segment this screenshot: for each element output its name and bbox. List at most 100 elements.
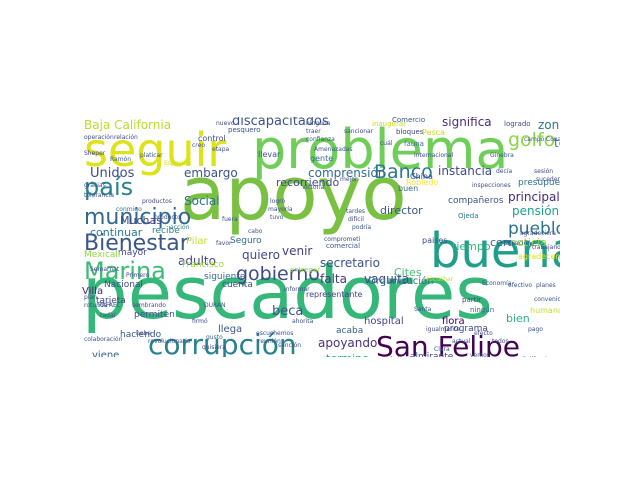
word-viene: viene <box>92 350 120 358</box>
word-dificil: difícil <box>348 216 364 223</box>
word-permiten: permiten <box>134 310 175 320</box>
word-quiero: quiero <box>242 248 280 262</box>
word-discapacitados: discapacitados <box>232 117 329 129</box>
word-decia: decía <box>496 168 513 175</box>
word-nacional: Nacional <box>104 280 143 290</box>
word-duran: DURÁN <box>204 302 226 309</box>
word-comprometi: comprometí <box>324 236 361 243</box>
word-ginebra: Ginebra <box>490 152 514 159</box>
word-igualmente: igualmente <box>426 326 461 333</box>
word-gracias: gracias <box>84 182 106 189</box>
word-termine: termine <box>326 353 369 357</box>
word-llega: llega <box>218 324 243 335</box>
word-operacion: operación <box>84 134 114 141</box>
word-presupuesto: presupuesto <box>518 178 560 188</box>
word-haciendo: haciendo <box>120 330 162 340</box>
word-ojeda: Ojeda <box>458 212 479 220</box>
word-golfo: golfo <box>508 129 556 151</box>
word-vaquita: vaquita <box>364 272 410 286</box>
word-pais: país <box>84 173 134 201</box>
word-economia: Economía <box>482 280 512 287</box>
word-radar: radar <box>100 312 117 319</box>
word-municipio: municipio <box>84 205 192 230</box>
word-sembrando: sembrando <box>132 302 166 309</box>
word-recorriendo: recorriendo <box>276 176 340 189</box>
word-ninguna: ninguna <box>306 120 331 127</box>
word-pilar: Pilar <box>186 236 208 247</box>
word-unidos: Unidos <box>90 166 135 181</box>
word-apoyando: apoyando <box>318 336 378 350</box>
word-organizacion: Organización <box>368 276 434 287</box>
word-inspecciones: inspecciones <box>472 182 511 189</box>
word-santa: Santa <box>414 306 432 313</box>
word-comprension: comprensión <box>308 166 386 180</box>
word-nuevo: nuevo <box>216 120 235 127</box>
word-podria: podría <box>352 224 372 231</box>
word-victoria: victoria <box>302 184 325 191</box>
word-conmigo: conmigo <box>116 206 142 213</box>
word-primero: Primero <box>126 272 150 279</box>
word-adulto: adulto <box>178 254 216 268</box>
word-vemos: vemos <box>470 352 490 358</box>
word-corrupcion: corrupción <box>148 328 297 358</box>
word-muchas: Muchas <box>120 214 162 227</box>
word-agradeciera: agradeciera <box>520 230 556 237</box>
word-acaba: acaba <box>336 326 364 336</box>
word-producto: producto <box>154 214 181 221</box>
word-pesquero: pesquero <box>228 126 261 134</box>
word-continuar: continuar <box>90 226 143 239</box>
word-tardes: tardes <box>346 208 366 215</box>
word-suceder: suceder <box>536 176 560 183</box>
word-almirante: almirante <box>410 352 454 358</box>
word-pueblo: pueblo <box>508 219 560 239</box>
word-colaboracion: colaboración <box>84 336 123 343</box>
word-cabo: cabo <box>248 228 263 235</box>
word-mayor: mayor <box>118 248 147 258</box>
word-clara: Clara <box>434 346 450 353</box>
word-situacion: situación <box>504 240 532 247</box>
word-bloques: bloques <box>396 128 424 136</box>
word-embargo: embargo <box>184 166 238 180</box>
word-favor: favor <box>216 240 232 247</box>
word-agradecemos: agradecemos <box>518 252 560 261</box>
word-buen: buen <box>398 184 419 193</box>
word-todas: todas <box>554 136 560 150</box>
word-traer: traer <box>306 128 321 135</box>
word-pescadores: pescadores <box>82 251 493 335</box>
word-siguiente: siguiente <box>204 272 246 282</box>
word-conagesca: Conagesca <box>546 136 560 143</box>
word-logro: logró <box>270 198 286 205</box>
word-baja-california: Baja California <box>84 118 172 132</box>
word-secretario: secretario <box>320 256 380 270</box>
word-cero: cero <box>490 236 514 249</box>
word-humana-proxima: humana próxima <box>530 306 560 315</box>
word-mejor: mejor <box>340 176 358 183</box>
word-mayoria: mayoría <box>268 206 293 213</box>
word-inaugurar: inaugurar <box>372 120 407 128</box>
word-creo: creo <box>192 142 205 149</box>
word-venir: venir <box>282 244 313 258</box>
word-bienestar: Bienestar <box>84 231 189 256</box>
word-logrado: logrado <box>504 120 531 128</box>
word-companeros: compañeros <box>448 196 504 206</box>
word-gobierno: gobierno <box>236 263 320 285</box>
word-platicar: platicar <box>140 152 163 159</box>
word-entregar: entregar <box>290 266 321 274</box>
word-seguir: seguir <box>84 123 227 177</box>
word-tarjeta: tarjeta <box>96 296 126 306</box>
word-cual: cuál <box>380 140 393 147</box>
word-representante: representante <box>306 290 363 299</box>
word-buena: buena <box>430 223 560 279</box>
word-partir: partir <box>462 296 482 304</box>
word-efectivo: efectivo <box>508 282 533 289</box>
word-etapa: etapa <box>212 146 230 153</box>
word-accion: acción <box>170 224 190 231</box>
word-sesion: sesión <box>534 168 554 175</box>
word-san-felipe: San Felipe <box>376 330 520 358</box>
word-cloud: apoyo pescadores problema buena seguir c… <box>80 117 560 357</box>
word-instancia: instancia <box>438 164 493 178</box>
word-recibe: recibe <box>152 226 180 236</box>
word-hospital: hospital <box>364 316 404 327</box>
word-falta: falta <box>320 272 347 286</box>
word-planes: planes <box>536 282 556 289</box>
